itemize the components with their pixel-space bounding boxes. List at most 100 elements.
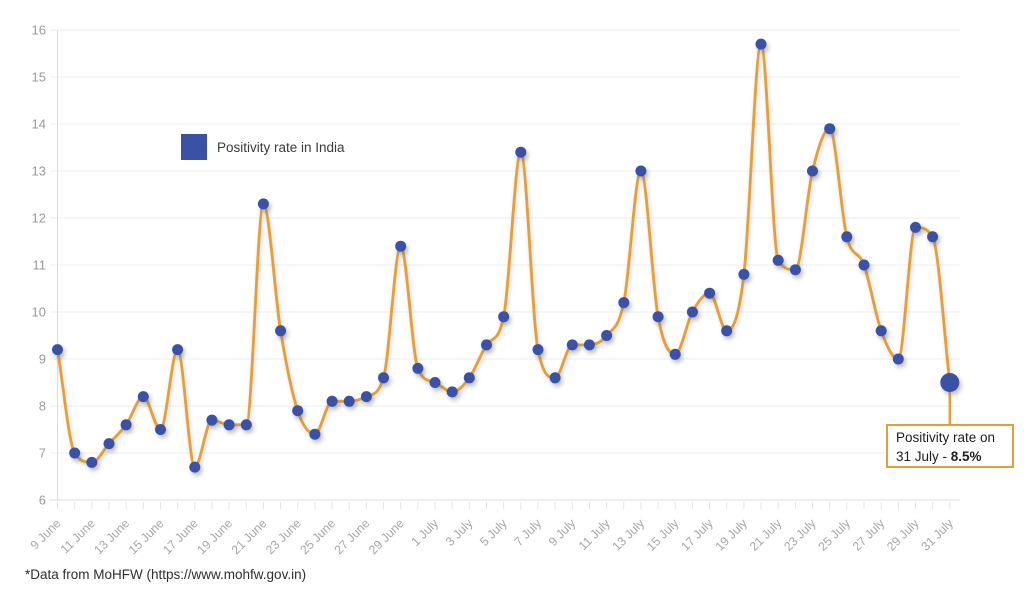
annotation-text-line1: Positivity rate on [896, 430, 996, 445]
y-axis-tick-label: 13 [32, 164, 46, 179]
data-point [206, 414, 218, 426]
data-point [635, 165, 647, 177]
data-point [669, 348, 681, 360]
data-point [223, 419, 235, 431]
y-axis-tick-label: 14 [32, 117, 46, 132]
data-point [52, 344, 63, 356]
data-point [583, 339, 595, 351]
x-axis-tick-label: 17 July [678, 516, 716, 554]
data-point [755, 38, 767, 50]
data-point [515, 146, 527, 158]
y-axis-tick-label: 12 [32, 211, 46, 226]
data-point [858, 259, 870, 271]
data-point [103, 438, 115, 450]
x-axis-tick-label: 29 July [884, 516, 922, 554]
data-point [927, 231, 939, 243]
data-point [738, 268, 750, 280]
data-point [86, 456, 98, 468]
data-point [275, 325, 287, 337]
data-point [601, 330, 613, 341]
x-axis-tick-label: 25 July [816, 516, 854, 554]
data-point [343, 395, 355, 407]
data-point [120, 419, 132, 431]
data-point [841, 231, 853, 243]
data-point [257, 198, 269, 210]
x-axis-tick-label: 19 July [713, 516, 751, 554]
x-axis-ticks [57, 502, 951, 509]
x-axis-tick-label: 11 June [58, 516, 98, 556]
data-point [721, 325, 733, 337]
data-point [189, 461, 201, 473]
data-point [704, 287, 716, 299]
data-point [292, 405, 304, 417]
y-axis-tick-label: 9 [39, 352, 46, 367]
data-point [481, 339, 492, 351]
x-axis-tick-label: 23 June [263, 516, 304, 557]
x-axis-tick-label: 9 July [546, 516, 579, 549]
x-axis-tick-label: 31 July [918, 516, 956, 554]
x-axis-tick-label: 29 June [366, 516, 407, 557]
x-axis-tick-label: 15 July [644, 516, 682, 554]
x-axis-tick-label: 25 June [297, 516, 338, 557]
legend: Positivity rate in India [181, 134, 345, 160]
legend-swatch [181, 134, 207, 160]
data-point [172, 344, 184, 356]
data-point [686, 306, 698, 318]
x-axis-tick-label: 3 July [443, 516, 476, 549]
data-point [618, 297, 630, 309]
x-axis-tick-label: 27 July [850, 516, 888, 554]
x-axis-tick-label: 19 June [194, 516, 235, 557]
x-axis-tick-label: 11 July [576, 516, 613, 553]
data-point [910, 221, 921, 233]
data-point [446, 386, 458, 398]
data-point [155, 424, 166, 435]
annotation-callout: Positivity rate on 31 July - 8.5% [886, 424, 1014, 468]
x-axis-tick-label: 21 July [747, 516, 785, 554]
data-point-31-july-highlight [940, 373, 960, 392]
data-point [429, 377, 441, 388]
data-point [824, 123, 836, 135]
data-point [875, 325, 887, 337]
x-axis-tick-label: 5 July [477, 516, 510, 549]
legend-label: Positivity rate in India [217, 139, 345, 155]
x-axis-tick-label: 17 June [160, 516, 201, 557]
data-point [360, 391, 372, 403]
y-axis-tick-label: 8 [39, 399, 46, 414]
x-axis-tick-label: 7 July [511, 516, 544, 549]
data-point [463, 372, 475, 384]
data-point [652, 311, 664, 323]
x-axis-tick-label: 13 June [91, 516, 132, 557]
x-axis-tick-label: 27 June [332, 516, 373, 557]
x-axis-tick-label: 13 July [610, 516, 648, 554]
data-point [412, 362, 424, 374]
data-point [326, 395, 338, 407]
data-point [789, 264, 801, 276]
data-point [532, 344, 544, 356]
y-axis-tick-label: 6 [39, 493, 46, 508]
y-axis-tick-label: 10 [32, 305, 46, 320]
data-point [309, 428, 321, 440]
data-point [892, 353, 904, 365]
data-point [69, 447, 81, 459]
y-axis-labels: 6 7 8 9 10 11 12 13 14 15 16 [32, 23, 46, 508]
x-axis-tick-label: 23 July [781, 516, 819, 554]
data-point [395, 240, 407, 252]
data-point [137, 391, 149, 403]
y-axis-tick-label: 11 [33, 258, 47, 273]
annotation-value: 8.5% [950, 448, 982, 464]
gridlines [50, 29, 960, 501]
data-point [566, 339, 578, 351]
y-axis-tick-label: 16 [32, 23, 46, 38]
data-point [498, 311, 510, 323]
data-point [549, 372, 561, 384]
x-axis-tick-label: 21 June [229, 516, 270, 557]
series-line-positivity-rate [56, 42, 952, 469]
data-point [240, 419, 252, 431]
data-source-note: *Data from MoHFW (https://www.mohfw.gov.… [25, 567, 307, 582]
x-axis-tick-label: 1 July [409, 516, 442, 549]
data-point [807, 165, 818, 177]
y-axis-tick-label: 7 [39, 446, 46, 461]
